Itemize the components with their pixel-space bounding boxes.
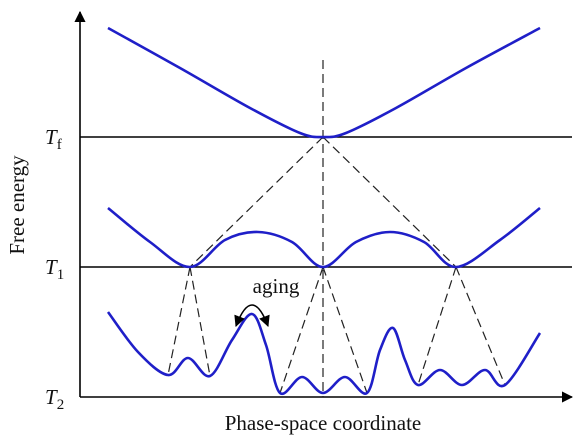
x-axis-label: Phase-space coordinate [225, 411, 422, 435]
level-label: Tf [45, 125, 62, 153]
annotation: aging [253, 274, 300, 298]
level-label: T1 [45, 255, 64, 283]
energy-curve [106, 311, 542, 396]
energy-curve [107, 26, 541, 139]
energy-curve [107, 206, 541, 269]
aging-arrow [234, 304, 270, 328]
level-label: T2 [45, 385, 64, 413]
dashed-links [167, 60, 506, 397]
y-axis-label: Free energy [5, 155, 29, 255]
